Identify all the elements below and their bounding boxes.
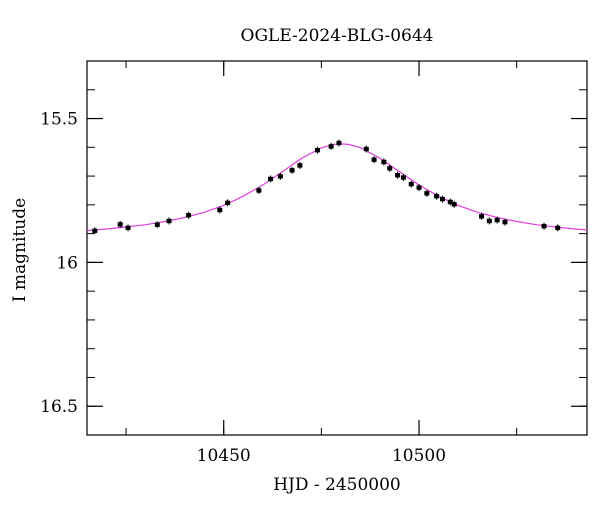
data-point (494, 216, 500, 224)
x-tick-label: 10450 (197, 446, 251, 466)
y-tick-label: 15.5 (40, 110, 78, 130)
data-point (447, 198, 453, 206)
data-point (154, 221, 160, 229)
data-point (363, 145, 369, 153)
tick-labels: 10450 10500 15.5 16 16.5 (40, 110, 446, 466)
data-point (225, 199, 231, 207)
y-tick-label: 16.5 (40, 397, 78, 417)
data-point (381, 158, 387, 166)
data-point (256, 186, 262, 194)
axis-ticks (87, 61, 587, 435)
data-point (434, 192, 440, 200)
chart-title: OGLE-2024-BLG-0644 (241, 26, 434, 46)
y-axis-label: I magnitude (10, 198, 30, 302)
data-point (186, 211, 192, 219)
data-point (451, 200, 457, 208)
data-point (336, 139, 342, 147)
data-point (479, 212, 485, 220)
data-point (486, 217, 492, 225)
data-point (117, 220, 123, 228)
data-point (408, 180, 414, 188)
data-point (416, 184, 422, 192)
data-point (92, 227, 98, 235)
data-point (268, 175, 274, 183)
data-point (125, 224, 131, 232)
data-point (277, 172, 283, 180)
data-point (297, 161, 303, 169)
data-point (314, 146, 320, 154)
data-point (541, 222, 547, 230)
data-point (328, 142, 334, 150)
x-axis-label: HJD - 2450000 (273, 475, 401, 495)
y-tick-label: 16 (56, 253, 78, 273)
data-point (217, 206, 223, 214)
data-point (166, 217, 172, 225)
data-point (424, 189, 430, 197)
plot-frame (86, 60, 588, 436)
x-tick-label: 10500 (392, 446, 446, 466)
data-point (387, 164, 393, 172)
data-point (371, 156, 377, 164)
data-point (555, 224, 561, 232)
data-point (400, 174, 406, 182)
data-point (289, 166, 295, 174)
data-point (502, 218, 508, 226)
data-point (439, 195, 445, 203)
data-points (92, 139, 561, 235)
model-curve (86, 143, 588, 232)
data-point (395, 171, 401, 179)
